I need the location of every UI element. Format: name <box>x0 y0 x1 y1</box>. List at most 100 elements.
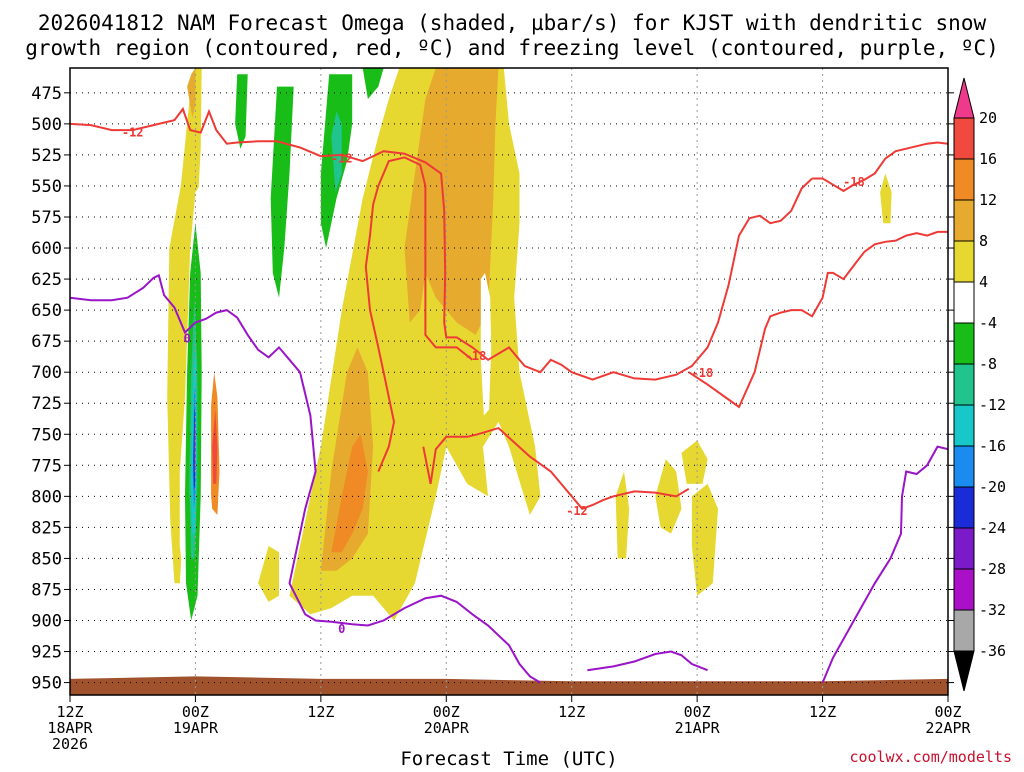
x-tick-label-72-l1: 12Z <box>809 703 836 721</box>
colorbar-swatch-4 <box>953 240 975 283</box>
x-tick-label-84-l2: 22APR <box>925 719 971 737</box>
y-tick-label-600: 600 <box>31 239 62 259</box>
terrain-ground <box>70 676 948 695</box>
colorbar-label-2: 12 <box>979 191 997 209</box>
colorbar-label-0: 20 <box>979 109 997 127</box>
y-tick-label-750: 750 <box>31 425 62 445</box>
colorbar-swatch-2 <box>953 158 975 201</box>
omega-region-pos_4_8_f <box>681 440 708 484</box>
y-tick-label-775: 775 <box>31 456 62 476</box>
contour-freezing_0 <box>70 273 541 684</box>
omega-region-neg_4_8_i <box>895 434 913 522</box>
contour-label-snow_growth_-18-1: -18 <box>692 366 714 380</box>
omega-region-neg_28_32_a <box>193 421 196 474</box>
plot-frame <box>69 67 949 696</box>
omega-region-neg_4_8_e <box>237 521 248 609</box>
omega-region-pos_4_8_a <box>167 68 202 584</box>
x-tick-label-48-l1: 12Z <box>558 703 585 721</box>
y-tick-label-550: 550 <box>31 177 62 197</box>
y-axis: 475 500 525 550 575 600 625 650 675 700 725 750 775 8… <box>31 84 954 694</box>
omega-region-neg_4_8_b <box>226 68 264 497</box>
contour-label-snow_growth_-18-0: -18 <box>465 349 487 363</box>
omega-region-pos_4_8_d <box>258 546 279 602</box>
y-tick-label-950: 950 <box>31 674 62 694</box>
colorbar-label-5: -4 <box>979 314 997 332</box>
x-tick-label-0-l2: 18APR <box>47 719 93 737</box>
omega-region-neg_12_16_b <box>331 111 342 193</box>
colorbar-swatch-8 <box>953 404 975 447</box>
omega-region-neg_4_8_j <box>940 483 948 571</box>
contour-freezing_0b <box>587 650 708 672</box>
omega-region-pos_4_8_i <box>880 173 892 224</box>
colorbar-swatch-13 <box>953 609 975 652</box>
y-tick-label-700: 700 <box>31 363 62 383</box>
colorbar-swatch-1 <box>953 117 975 160</box>
contour-label-snow_growth_-12-2: -12 <box>566 504 588 518</box>
omega-shading <box>167 68 948 646</box>
x-tick-label-0-l3: 2026 <box>52 735 88 753</box>
colorbar-swatch-7 <box>953 363 975 406</box>
contour-snow_growth_-18b <box>688 230 948 409</box>
omega-region-neg_4_8_g <box>480 272 492 416</box>
omega-region-pos_8_12_a <box>404 68 499 335</box>
contour-snow_growth_-12b <box>422 426 690 510</box>
x-tick-label-0-l1: 12Z <box>56 703 83 721</box>
colorbar-label-3: 8 <box>979 232 988 250</box>
x-tick-label-60-l1: 00Z <box>684 703 711 721</box>
contour-snow_growth_-18c <box>812 141 948 193</box>
y-tick-label-625: 625 <box>31 270 62 290</box>
x-tick-label-36-l2: 20APR <box>424 719 470 737</box>
x-tick-label-12-l1: 00Z <box>182 703 209 721</box>
x-tick-label-36-l1: 00Z <box>433 703 460 721</box>
colorbar-label-9: -20 <box>979 478 1006 496</box>
x-tick-label-12-l2: 19APR <box>173 719 219 737</box>
contour-labels: -12 -12 -12 -18 -18 -18 0 0 <box>122 125 865 636</box>
omega-region-neg_8_12_b <box>270 86 294 298</box>
y-tick-label-725: 725 <box>31 394 62 414</box>
colorbar-label-7: -12 <box>979 396 1006 414</box>
omega-region-neg_4_8_f <box>260 173 265 211</box>
omega-region-neg_8_12_d <box>362 68 384 99</box>
chart-title-line2: growth region (contoured, red, ºC) and f… <box>25 36 999 60</box>
y-tick-label-900: 900 <box>31 612 62 632</box>
terrain-fill <box>70 676 948 695</box>
colorbar-bottom-triangle <box>953 650 975 692</box>
credit-text: coolwx.com/modelts <box>849 748 1012 766</box>
omega-region-neg_4_8_h <box>911 359 923 422</box>
omega-region-pos_16_20_a <box>212 409 218 484</box>
omega-region-neg_4_8_c <box>262 74 300 497</box>
y-tick-label-800: 800 <box>31 487 62 507</box>
colorbar-swatch-9 <box>953 445 975 488</box>
y-tick-label-675: 675 <box>31 332 62 352</box>
y-tick-label-650: 650 <box>31 301 62 321</box>
x-tick-label-60-l2: 21APR <box>675 719 721 737</box>
contour-label-freezing_0-0: 0 <box>183 331 190 345</box>
colorbar-swatch-12 <box>953 568 975 611</box>
grid-lines <box>70 68 948 695</box>
y-tick-label-850: 850 <box>31 549 62 569</box>
omega-region-pos_12_16_a <box>331 434 368 553</box>
contour-label-freezing_0-1: 0 <box>338 622 345 636</box>
colorbar-label-11: -28 <box>979 560 1006 578</box>
colorbar-swatch-3 <box>953 199 975 242</box>
colorbar-label-4: 4 <box>979 273 988 291</box>
colorbar-swatch-10 <box>953 486 975 529</box>
colorbar-label-8: -16 <box>979 437 1006 455</box>
contour-label-snow_growth_-12-1: -12 <box>331 151 353 165</box>
y-tick-label-575: 575 <box>31 208 62 228</box>
x-tick-label-24-l1: 12Z <box>307 703 334 721</box>
omega-region-pos_4_8_g <box>691 483 718 596</box>
chart-title-line1: 2026041812 NAM Forecast Omega (shaded, µ… <box>38 11 987 35</box>
colorbar-label-6: -8 <box>979 355 997 373</box>
omega-region-pos_4_8_e <box>655 459 682 534</box>
colorbar-swatch-11 <box>953 527 975 570</box>
contour-freezing_0c <box>821 445 948 683</box>
contour-snow_growth_-12 <box>70 106 813 381</box>
y-tick-label-525: 525 <box>31 146 62 166</box>
colorbar-label-1: 16 <box>979 150 997 168</box>
contour-snow_growth_-18 <box>364 156 474 472</box>
colorbar-swatch-6 <box>953 322 975 365</box>
y-tick-label-475: 475 <box>31 84 62 104</box>
